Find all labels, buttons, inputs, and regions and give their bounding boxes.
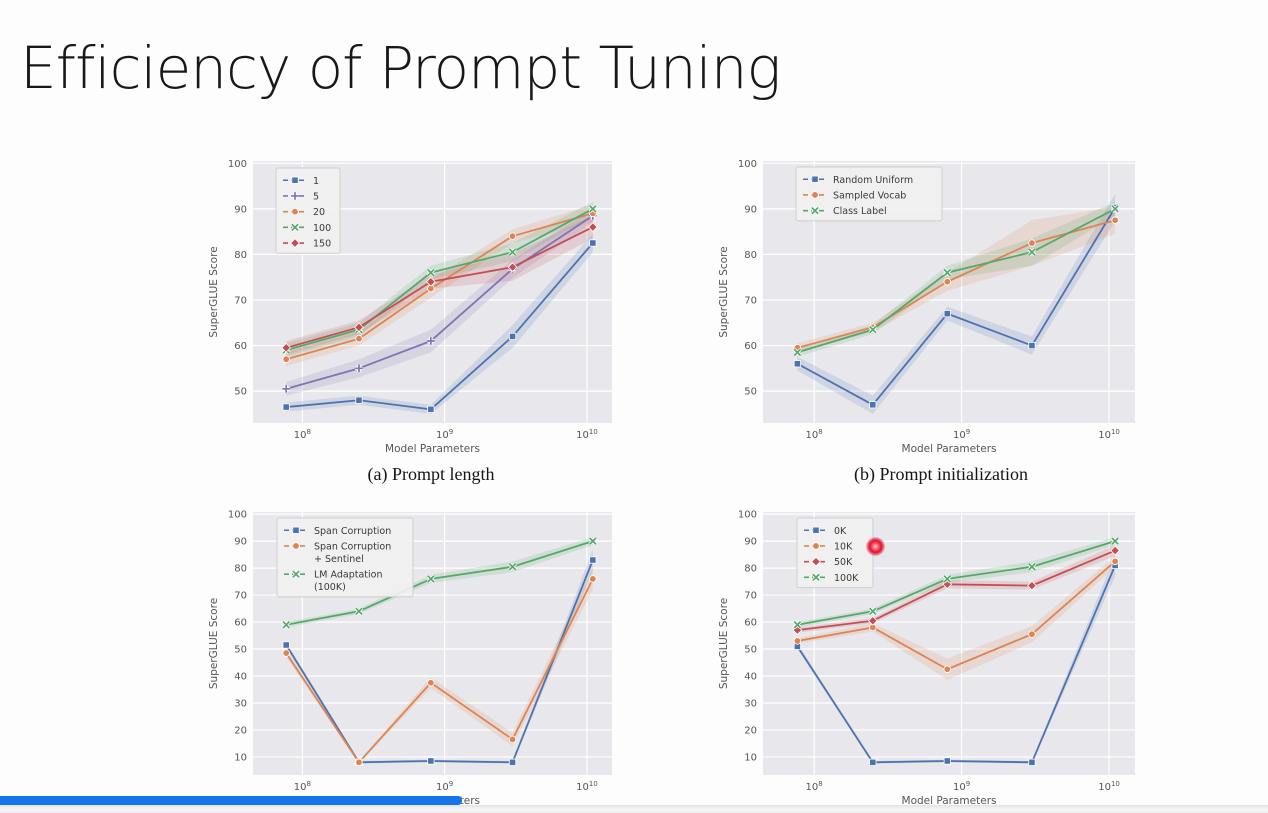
series-markers [792, 536, 1121, 766]
svg-text:100: 100 [228, 159, 247, 170]
svg-text:90: 90 [744, 537, 757, 548]
x-axis-ticks: 108 109 1010 [294, 428, 598, 441]
chart-prompt-length: 50 60 70 80 90 100 108 109 1010 Model Parameters S… [205, 150, 657, 500]
gridlines [253, 512, 612, 775]
legend-label: Span Corruption [314, 526, 391, 537]
legend-label: 0K [834, 526, 847, 537]
svg-text:90: 90 [234, 204, 247, 215]
svg-text:50: 50 [234, 387, 247, 398]
svg-text:108: 108 [294, 780, 311, 793]
y-axis-ticks: 50 60 70 80 90 100 [228, 159, 247, 398]
legend-label: (100K) [314, 582, 346, 593]
legend-label: + Sentinel [314, 554, 364, 565]
x-axis-label: Model Parameters [902, 443, 997, 455]
x-axis-ticks: 108 109 1010 [294, 780, 598, 793]
svg-text:20: 20 [744, 725, 757, 736]
legend-label: Random Uniform [833, 175, 913, 186]
video-progress-bar[interactable] [0, 796, 462, 805]
series-markers [281, 536, 598, 767]
legend-label: 50K [834, 557, 853, 568]
y-axis-label: SuperGLUE Score [208, 598, 220, 689]
player-bottom-strip [0, 805, 1268, 813]
svg-text:40: 40 [744, 672, 757, 683]
svg-text:80: 80 [234, 564, 247, 575]
svg-text:70: 70 [744, 295, 757, 306]
legend-label: 5 [313, 191, 319, 202]
svg-text:1010: 1010 [576, 780, 598, 793]
caption-b: (b) Prompt initialization [854, 464, 1028, 484]
chart-prompt-initialization: 50 60 70 80 90 100 108 109 1010 Model Parameters S… [715, 150, 1167, 500]
svg-text:30: 30 [744, 698, 757, 709]
gridlines [763, 512, 1135, 775]
y-axis-label: SuperGLUE Score [718, 246, 730, 337]
y-axis-ticks: 10 20 30 40 50 60 70 80 90 100 [228, 510, 247, 764]
svg-text:109: 109 [436, 428, 453, 441]
svg-text:10: 10 [234, 752, 247, 763]
legend-label: 100 [313, 223, 331, 234]
svg-text:90: 90 [234, 537, 247, 548]
legend: 1 5 20 100 150 [275, 167, 341, 254]
caption-a: (a) Prompt length [367, 464, 495, 484]
gridlines [253, 161, 612, 423]
legend-label: 150 [313, 239, 331, 250]
svg-text:50: 50 [744, 387, 757, 398]
x-axis-ticks: 108 109 1010 [806, 428, 1120, 441]
series-markers [793, 203, 1120, 409]
svg-text:100: 100 [738, 510, 757, 521]
svg-text:60: 60 [234, 341, 247, 352]
svg-text:40: 40 [234, 672, 247, 683]
legend-label: 1 [313, 176, 319, 187]
svg-text:70: 70 [234, 295, 247, 306]
legend-label: 20 [313, 207, 325, 218]
legend-label: 100K [834, 573, 859, 584]
y-axis-ticks: 50 60 70 80 90 100 [738, 159, 757, 398]
legend: Span Corruption Span Corruption + Sentinel… [276, 517, 414, 598]
y-axis-ticks: 10 20 30 40 50 60 70 80 90 100 [738, 510, 757, 764]
svg-text:109: 109 [953, 780, 970, 793]
legend-label: 10K [834, 541, 853, 552]
legend: 0K 10K 50K 100K [796, 517, 874, 589]
svg-text:60: 60 [234, 618, 247, 629]
svg-text:70: 70 [744, 591, 757, 602]
svg-text:100: 100 [228, 510, 247, 521]
laser-pointer-dot [866, 537, 885, 556]
svg-text:50: 50 [234, 645, 247, 656]
legend: Random Uniform Sampled Vocab Class Label [795, 166, 943, 222]
svg-text:1010: 1010 [1098, 428, 1120, 441]
legend-label: Class Label [833, 206, 887, 217]
x-axis-ticks: 108 109 1010 [806, 780, 1120, 793]
x-axis-label: Model Parameters [385, 443, 480, 455]
svg-text:1010: 1010 [1098, 780, 1120, 793]
slide-title: Efficiency of Prompt Tuning [20, 34, 781, 102]
legend-label: Sampled Vocab [833, 190, 906, 201]
svg-text:90: 90 [744, 204, 757, 215]
svg-text:108: 108 [294, 428, 311, 441]
svg-text:80: 80 [744, 564, 757, 575]
svg-text:108: 108 [806, 428, 823, 441]
chart-lm-adaptation-steps: 10 20 30 40 50 60 70 80 90 100 108 109 1010 Model Par… [715, 500, 1167, 813]
svg-text:60: 60 [744, 618, 757, 629]
svg-text:70: 70 [234, 591, 247, 602]
svg-text:10: 10 [744, 752, 757, 763]
svg-text:109: 109 [953, 428, 970, 441]
error-bands [797, 193, 1116, 414]
svg-text:109: 109 [436, 780, 453, 793]
x-axis-label: Model Parameters [902, 795, 997, 807]
svg-text:80: 80 [234, 250, 247, 261]
svg-text:1010: 1010 [576, 428, 598, 441]
svg-text:30: 30 [234, 698, 247, 709]
svg-text:108: 108 [806, 780, 823, 793]
svg-text:80: 80 [744, 250, 757, 261]
svg-text:100: 100 [738, 159, 757, 170]
svg-text:20: 20 [234, 725, 247, 736]
legend-label: Span Corruption [314, 541, 391, 552]
svg-text:50: 50 [744, 645, 757, 656]
y-axis-label: SuperGLUE Score [208, 246, 220, 337]
legend-label: LM Adaptation [314, 570, 382, 581]
svg-text:60: 60 [744, 341, 757, 352]
series-markers [281, 204, 598, 413]
y-axis-label: SuperGLUE Score [718, 598, 730, 689]
